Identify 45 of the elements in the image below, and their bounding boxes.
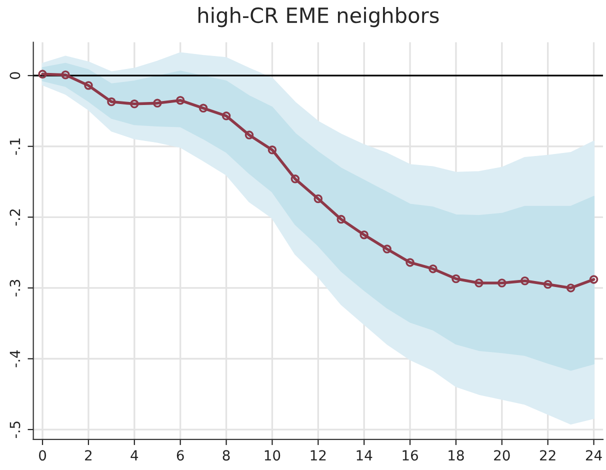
y-tick-label: -.3 [10,280,20,296]
y-tick-label: -.4 [10,350,20,368]
point [314,194,323,204]
x-tick-label: 22 [540,450,556,460]
point [520,276,530,286]
point [61,70,70,80]
point [474,278,484,288]
point [543,280,552,289]
point [290,174,300,184]
chart-title: high-CR EME neighbors [198,7,439,28]
point [498,278,506,288]
y-tick-label: -.2 [10,209,20,226]
point [589,275,598,284]
x-tick-label: 4 [130,450,138,460]
point [130,100,139,108]
y-tick-label: 0 [10,72,20,80]
point [566,284,576,292]
x-tick-label: 18 [448,450,464,461]
point [152,98,162,108]
x-tick-label: 8 [222,450,230,461]
x-tick-label: 6 [176,450,184,461]
point [198,104,208,113]
point [268,146,277,154]
point [38,70,47,79]
x-tick-label: 20 [494,450,510,461]
x-tick-label: 24 [586,450,602,460]
point [336,214,346,224]
point [84,81,93,90]
x-tick-label: 14 [356,450,372,460]
x-tick-label: 10 [264,450,280,461]
y-tick-label: -.1 [10,138,20,155]
point [428,264,438,274]
point [406,258,414,267]
point [176,96,185,105]
point [107,97,116,106]
x-tick-label: 0 [39,450,46,461]
y-tick-label: -.5 [10,422,20,438]
point [360,230,368,240]
point [382,244,392,254]
x-tick-label: 16 [402,450,418,461]
x-tick-label: 2 [85,450,92,460]
point [222,112,231,120]
point [244,130,254,140]
point [452,274,460,284]
x-tick-label: 12 [310,450,326,460]
